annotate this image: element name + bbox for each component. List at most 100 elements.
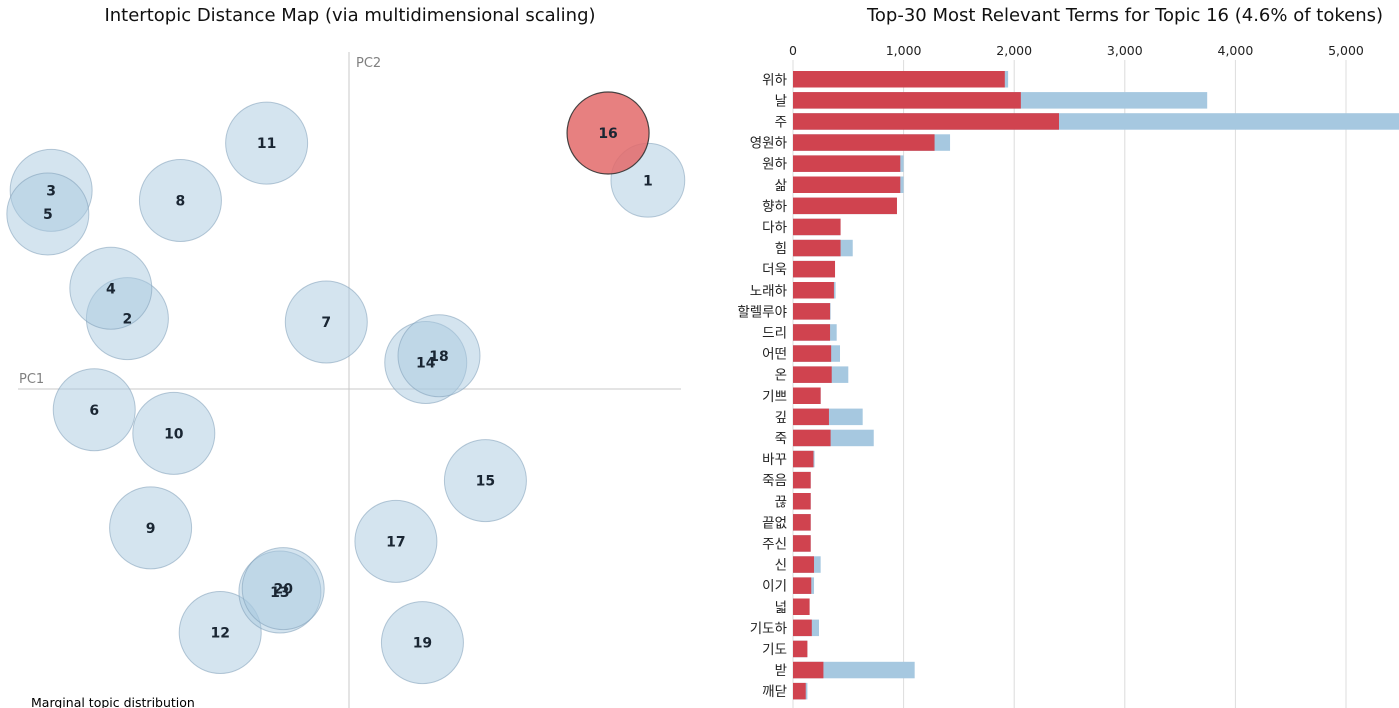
- topic-bar-끊[interactable]: [793, 493, 811, 510]
- topic-bar-더욱[interactable]: [793, 260, 836, 278]
- topic-bubble-17[interactable]: [354, 499, 438, 583]
- term-label-드리[interactable]: 드리: [762, 325, 787, 341]
- topic-bubble-4[interactable]: [69, 246, 153, 330]
- topic-bar-기도[interactable]: [793, 640, 808, 658]
- topic-bar-위하[interactable]: [793, 71, 1005, 88]
- marginal-distribution-label: Marginal topic distribution: [31, 695, 195, 708]
- pc1-axis-label: PC1: [19, 372, 44, 387]
- topic-label-3: 3: [46, 183, 56, 199]
- x-tick-3000: 3,000: [1107, 43, 1143, 58]
- term-label-끝없[interactable]: 끝없: [762, 515, 787, 531]
- topic-bar-깊[interactable]: [793, 408, 829, 426]
- term-label-온[interactable]: 온: [775, 368, 787, 384]
- topic-bar-어떤[interactable]: [793, 345, 832, 362]
- topic-bar-죽음[interactable]: [793, 471, 811, 489]
- topic-bubble-15[interactable]: [443, 439, 527, 523]
- topic-label-13: 13: [270, 585, 289, 601]
- topic-bubble-8[interactable]: [138, 159, 222, 242]
- topic-bar-힘[interactable]: [793, 239, 841, 257]
- term-label-주[interactable]: 주: [775, 114, 787, 130]
- term-label-삶[interactable]: 삶: [775, 178, 787, 194]
- term-label-원하[interactable]: 원하: [762, 157, 787, 173]
- x-tick-2000: 2,000: [996, 43, 1032, 58]
- topic-bar-죽[interactable]: [793, 429, 831, 447]
- term-label-신[interactable]: 신: [775, 558, 787, 574]
- topic-bar-주신[interactable]: [793, 535, 811, 552]
- topic-bar-기쁘[interactable]: [793, 387, 821, 405]
- topic-bar-날[interactable]: [793, 92, 1021, 109]
- term-label-날[interactable]: 날: [775, 93, 787, 109]
- topic-label-6: 6: [89, 403, 99, 419]
- term-label-어떤[interactable]: 어떤: [762, 347, 787, 363]
- term-label-다하[interactable]: 다하: [762, 220, 787, 236]
- overall-bar-받[interactable]: [793, 661, 915, 679]
- term-label-죽음[interactable]: 죽음: [762, 473, 787, 489]
- topic-label-10: 10: [164, 426, 184, 442]
- term-label-영원하[interactable]: 영원하: [750, 136, 788, 152]
- term-label-향하[interactable]: 향하: [762, 199, 787, 215]
- topic-label-2: 2: [123, 312, 133, 328]
- topic-label-15: 15: [476, 474, 495, 490]
- term-labels[interactable]: 위하날주영원하원하삶향하다하힘더욱노래하할렐루야드리어떤온기쁘깊죽바꾸죽음끊끝없…: [737, 72, 787, 700]
- topic-bubble-11[interactable]: [225, 101, 309, 185]
- topic-bubble-6[interactable]: [52, 368, 136, 452]
- topic-label-9: 9: [146, 521, 156, 537]
- topic-bubbles[interactable]: [6, 91, 686, 685]
- topic-label-18: 18: [429, 349, 448, 365]
- topic-bar-다하[interactable]: [793, 218, 841, 236]
- topic-label-7: 7: [321, 315, 331, 331]
- topic-bar-바꾸[interactable]: [793, 450, 814, 468]
- topic-bubble-16[interactable]: [566, 91, 650, 175]
- topic-bar-할렐루야[interactable]: [793, 303, 831, 320]
- topic-bubble-9[interactable]: [109, 486, 193, 570]
- term-label-주신[interactable]: 주신: [762, 536, 787, 552]
- term-label-기도하[interactable]: 기도하: [750, 621, 788, 637]
- topic-bar-주[interactable]: [793, 113, 1059, 130]
- term-label-넓[interactable]: 넓: [775, 600, 787, 616]
- term-label-기도[interactable]: 기도: [762, 642, 787, 658]
- topic-bar-향하[interactable]: [793, 197, 897, 215]
- intertopic-map-title: Intertopic Distance Map (via multidimens…: [104, 5, 595, 26]
- topic-bar-온[interactable]: [793, 366, 832, 383]
- term-label-노래하[interactable]: 노래하: [750, 283, 788, 299]
- term-label-깨닫[interactable]: 깨닫: [762, 684, 787, 700]
- term-label-기쁘[interactable]: 기쁘: [762, 389, 787, 405]
- bar-x-axis-ticks: 0 1,000 2,000 3,000 4,000 5,000: [789, 43, 1364, 58]
- x-tick-5000: 5,000: [1328, 43, 1364, 58]
- intertopic-distance-panel: Intertopic Distance Map (via multidimens…: [6, 5, 686, 708]
- topic-frequency-bars[interactable]: [793, 71, 1059, 700]
- topic-bar-끝없[interactable]: [793, 514, 811, 531]
- topic-label-19: 19: [413, 636, 432, 652]
- term-label-위하[interactable]: 위하: [762, 72, 787, 88]
- topic-bar-받[interactable]: [793, 661, 824, 679]
- topic-bar-삶[interactable]: [793, 176, 901, 194]
- term-label-끊[interactable]: 끊: [775, 494, 787, 510]
- topic-bubble-19[interactable]: [380, 601, 464, 685]
- term-label-죽[interactable]: 죽: [775, 431, 787, 447]
- term-label-힘[interactable]: 힘: [775, 241, 787, 257]
- topic-bubble-12[interactable]: [178, 591, 262, 674]
- topic-bubble-20[interactable]: [241, 547, 325, 631]
- topic-bubble-5[interactable]: [6, 172, 90, 256]
- topic-bar-이기[interactable]: [793, 577, 812, 594]
- term-label-이기[interactable]: 이기: [762, 579, 787, 595]
- topic-bar-넓[interactable]: [793, 598, 810, 616]
- topic-bar-신[interactable]: [793, 556, 815, 573]
- topic-bubble-7[interactable]: [284, 280, 368, 364]
- term-label-깊[interactable]: 깊: [775, 410, 787, 426]
- topic-bar-원하[interactable]: [793, 155, 901, 172]
- topic-bubble-18[interactable]: [397, 314, 481, 398]
- term-label-받[interactable]: 받: [775, 663, 787, 679]
- topic-bar-깨닫[interactable]: [793, 682, 806, 700]
- term-label-할렐루야[interactable]: 할렐루야: [737, 304, 787, 320]
- topic-bubble-10[interactable]: [132, 391, 216, 475]
- term-label-바꾸[interactable]: 바꾸: [762, 452, 787, 468]
- topic-bar-노래하[interactable]: [793, 282, 834, 299]
- topic-bar-기도하[interactable]: [793, 619, 812, 637]
- topic-bar-드리[interactable]: [793, 324, 831, 341]
- pc2-axis-label: PC2: [356, 56, 381, 71]
- topic-bar-영원하[interactable]: [793, 134, 935, 151]
- term-label-더욱[interactable]: 더욱: [762, 262, 787, 278]
